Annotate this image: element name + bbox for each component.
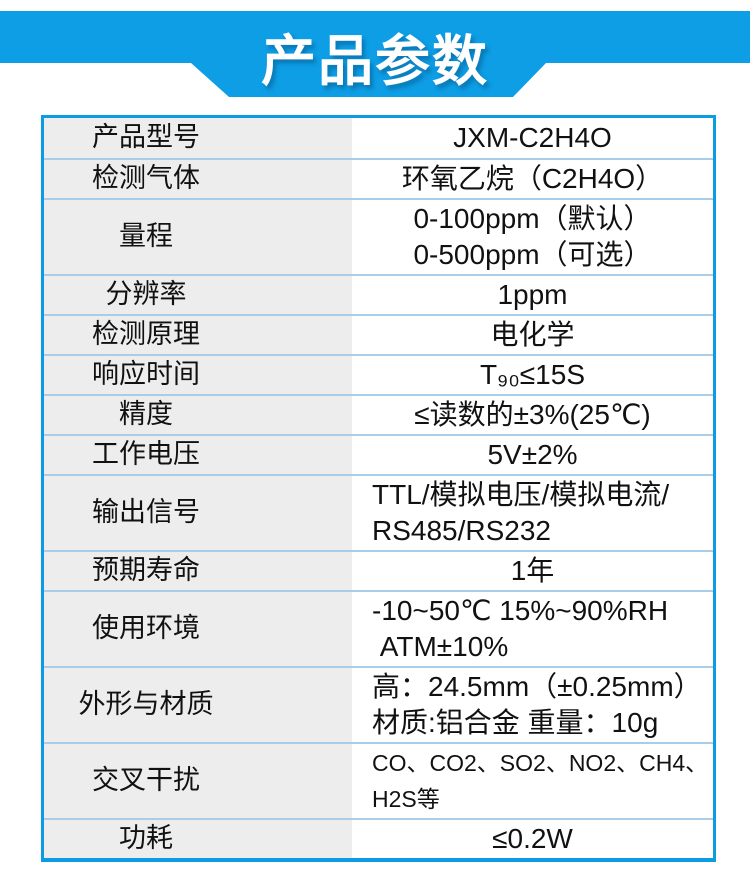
- row-value: 5V±2%: [352, 436, 713, 474]
- row-value: 电化学: [352, 316, 713, 354]
- row-value: 高：24.5mm（±0.25mm） 材质:铝合金 重量：10g: [352, 668, 713, 742]
- value-line: 高：24.5mm（±0.25mm）: [372, 671, 702, 702]
- value-line: 0-100ppm（默认）: [413, 203, 652, 234]
- table-row: 功耗 ≤0.2W: [44, 818, 713, 858]
- row-label: 外形与材质: [44, 668, 352, 742]
- row-value: CO、CO2、SO2、NO2、CH4、 H2S等: [352, 744, 713, 818]
- value-line: 1ppm: [497, 279, 568, 310]
- value-line: 环氧乙烷（C2H4O）: [401, 163, 664, 194]
- row-label: 功耗: [44, 820, 352, 858]
- row-value: 1ppm: [352, 276, 713, 314]
- row-value: ≤读数的±3%(25℃): [352, 396, 713, 434]
- value-line: 0-500ppm（可选）: [413, 239, 652, 270]
- row-value: -10~50℃ 15%~90%RH ATM±10%: [352, 592, 713, 666]
- table-row: 检测气体 环氧乙烷（C2H4O）: [44, 158, 713, 198]
- row-label: 分辨率: [44, 276, 352, 314]
- value-line: T₉₀≤15S: [479, 359, 585, 390]
- table-row: 响应时间 T₉₀≤15S: [44, 354, 713, 394]
- table-row: 检测原理 电化学: [44, 314, 713, 354]
- row-value: JXM-C2H4O: [352, 118, 713, 158]
- row-label: 预期寿命: [44, 552, 352, 590]
- table-row: 量程 0-100ppm（默认） 0-500ppm（可选）: [44, 198, 713, 274]
- row-label: 工作电压: [44, 436, 352, 474]
- table-row: 预期寿命 1年: [44, 550, 713, 590]
- value-line: 电化学: [490, 319, 575, 350]
- product-params-banner: 产品参数: [0, 11, 750, 97]
- value-line: H2S等: [372, 786, 440, 812]
- row-label: 输出信号: [44, 476, 352, 550]
- spec-table: 产品型号 JXM-C2H4O 检测气体 环氧乙烷（C2H4O） 量程 0-100…: [41, 115, 716, 862]
- value-line: TTL/模拟电压/模拟电流/: [372, 479, 670, 510]
- value-line: ≤0.2W: [492, 823, 573, 854]
- table-row: 外形与材质 高：24.5mm（±0.25mm） 材质:铝合金 重量：10g: [44, 666, 713, 742]
- value-line: ≤读数的±3%(25℃): [414, 399, 651, 430]
- row-label: 量程: [44, 200, 352, 274]
- row-label: 响应时间: [44, 356, 352, 394]
- table-row: 工作电压 5V±2%: [44, 434, 713, 474]
- row-label: 检测原理: [44, 316, 352, 354]
- row-value: 环氧乙烷（C2H4O）: [352, 160, 713, 198]
- row-value: 0-100ppm（默认） 0-500ppm（可选）: [352, 200, 713, 274]
- table-row: 输出信号 TTL/模拟电压/模拟电流/ RS485/RS232: [44, 474, 713, 550]
- row-value: 1年: [352, 552, 713, 590]
- value-line: RS485/RS232: [372, 515, 552, 546]
- value-line: 材质:铝合金 重量：10g: [372, 707, 659, 738]
- value-line: JXM-C2H4O: [453, 122, 612, 153]
- page-title: 产品参数: [260, 30, 489, 92]
- row-label: 交叉干扰: [44, 744, 352, 818]
- table-row: 产品型号 JXM-C2H4O: [44, 118, 713, 158]
- row-value: TTL/模拟电压/模拟电流/ RS485/RS232: [352, 476, 713, 550]
- row-label: 检测气体: [44, 160, 352, 198]
- row-value: T₉₀≤15S: [352, 356, 713, 394]
- value-line: 5V±2%: [487, 439, 578, 470]
- row-label: 精度: [44, 396, 352, 434]
- value-line: CO、CO2、SO2、NO2、CH4、: [372, 750, 709, 776]
- table-row: 使用环境 -10~50℃ 15%~90%RH ATM±10%: [44, 590, 713, 666]
- row-value: ≤0.2W: [352, 820, 713, 858]
- table-row: 交叉干扰 CO、CO2、SO2、NO2、CH4、 H2S等: [44, 742, 713, 818]
- value-line: 1年: [510, 555, 555, 586]
- table-row: 分辨率 1ppm: [44, 274, 713, 314]
- value-line: -10~50℃ 15%~90%RH: [372, 595, 669, 626]
- table-row: 精度 ≤读数的±3%(25℃): [44, 394, 713, 434]
- value-line: ATM±10%: [372, 631, 509, 662]
- row-label: 使用环境: [44, 592, 352, 666]
- row-label: 产品型号: [44, 118, 352, 158]
